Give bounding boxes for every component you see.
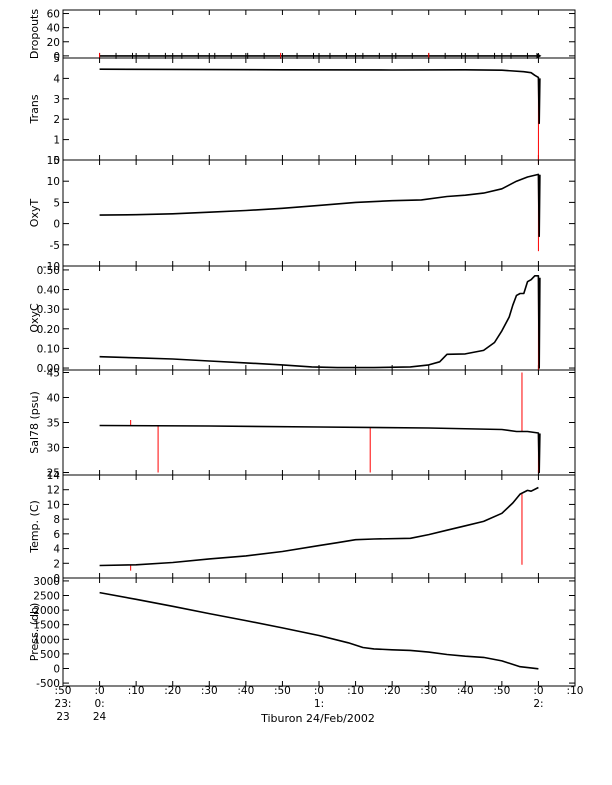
y-tick-label: 30 <box>47 443 60 455</box>
y-tick-label: 4 <box>53 544 60 556</box>
y-tick-label: 25 <box>47 468 60 480</box>
series-line <box>99 274 541 369</box>
y-tick-label: 10 <box>47 499 60 511</box>
y-tick-label: 0 <box>53 155 60 167</box>
x-tick-label-minute: :50 <box>274 685 291 697</box>
y-tick-label: 1000 <box>33 634 60 646</box>
x-tick-label-minute: :10 <box>567 685 584 697</box>
y-axis-label: Sal78 (psu) <box>28 391 41 454</box>
y-axis-label: Trans <box>28 94 41 124</box>
y-axis-label: Temp. (C) <box>28 500 41 554</box>
x-tick-label-hour: 23: <box>55 698 72 710</box>
y-tick-label: 0 <box>53 51 60 63</box>
y-axis-label: OxyC <box>28 303 41 333</box>
y-tick-label: 35 <box>47 418 60 430</box>
y-axis-label: OxyT <box>28 199 41 228</box>
x-tick-label-minute: :0 <box>94 685 104 697</box>
y-tick-label: 0 <box>53 573 60 585</box>
y-tick-label: -10 <box>43 261 60 273</box>
y-tick-label: 0 <box>53 219 60 231</box>
y-tick-label: 0 <box>53 663 60 675</box>
y-tick-label: 6 <box>53 529 60 541</box>
x-tick-label-minute: :40 <box>457 685 474 697</box>
panel-press: -500 0 500 1000 1500 2000 2500 3000 Press. (db) <box>28 576 576 690</box>
panel-frame <box>62 159 576 267</box>
y-tick-label: 15 <box>47 155 60 167</box>
x-tick-label-day: 24 <box>93 711 107 723</box>
x-tick-label-hour: 1: <box>314 698 324 710</box>
series-line <box>99 486 539 567</box>
y-tick-label: 2000 <box>33 605 60 617</box>
chart-panels: 0204060Dropouts012345Trans-10-5051015Oxy… <box>28 9 576 690</box>
y-tick-label: 0.00 <box>37 363 60 375</box>
y-tick-label: 5 <box>53 197 60 209</box>
panel-frame <box>62 265 576 371</box>
x-tick-label-minute: :10 <box>347 685 364 697</box>
x-tick-label-minute: :10 <box>128 685 145 697</box>
series-line <box>99 173 541 238</box>
y-tick-label: 4 <box>53 73 60 85</box>
y-axis-label: Dropouts <box>28 9 41 59</box>
series-line <box>99 68 541 125</box>
y-tick-label: 3 <box>53 94 60 106</box>
chart-caption: Tiburon 24/Feb/2002 <box>260 712 375 725</box>
x-tick-label-minute: :20 <box>164 685 181 697</box>
y-tick-label: 60 <box>47 9 60 21</box>
y-tick-label: 10 <box>47 176 60 188</box>
y-tick-label: 8 <box>53 514 60 526</box>
panel-frame <box>62 577 576 687</box>
y-tick-label: 20 <box>47 37 60 49</box>
panel-frame <box>62 369 576 476</box>
y-tick-label: 0.30 <box>37 304 60 316</box>
panel-frame <box>62 474 576 579</box>
x-tick-label-minute: :30 <box>420 685 437 697</box>
y-tick-label: 1500 <box>33 620 60 632</box>
panel-frame <box>62 9 576 59</box>
x-tick-label-hour: 0: <box>94 698 104 710</box>
y-tick-label: 40 <box>47 23 60 35</box>
y-tick-label: 0.50 <box>37 265 60 277</box>
y-tick-label: 2 <box>53 558 60 570</box>
x-tick-label-minute: :40 <box>237 685 254 697</box>
y-tick-label: 0.10 <box>37 343 60 355</box>
series-line <box>99 591 539 670</box>
y-tick-label: 40 <box>47 393 60 405</box>
y-axis-label: Press. (db) <box>28 603 41 662</box>
x-tick-label-hour: 2: <box>533 698 543 710</box>
y-tick-label: 0.20 <box>37 324 60 336</box>
panel-dropouts: 0 20 40 60 Dropouts <box>28 9 576 63</box>
y-tick-label: 45 <box>47 368 60 380</box>
x-tick-label-minute: :0 <box>314 685 324 697</box>
series-line <box>99 424 541 474</box>
panel-frame <box>62 57 576 161</box>
y-tick-label: -500 <box>36 678 60 690</box>
x-tick-label-minute: :30 <box>201 685 218 697</box>
panel-oxyc: 0.00 0.10 0.20 0.30 0.40 0.50 OxyC <box>28 265 576 375</box>
x-tick-label-day: 23 <box>56 711 69 723</box>
dropout-end-marker <box>536 52 542 59</box>
y-tick-label: -5 <box>50 240 60 252</box>
panel-temp: 0 2 4 6 8 10 12 14 Temp. (C) <box>28 470 576 585</box>
time-axis: :5023:23:00:24:10:20:30:40:50:01::10:20:… <box>55 685 584 723</box>
x-tick-label-minute: :20 <box>384 685 401 697</box>
y-tick-label: 500 <box>40 649 60 661</box>
y-tick-label: 0.40 <box>37 285 60 297</box>
y-tick-label: 12 <box>47 485 60 497</box>
y-tick-label: 2500 <box>33 591 60 603</box>
panel-trans: 0 1 2 3 4 5 Trans <box>28 53 576 167</box>
x-tick-label-minute: :50 <box>493 685 510 697</box>
y-tick-label: 5 <box>53 53 60 65</box>
panel-oxyt: -10 -5 0 5 10 15 OxyT <box>28 155 576 273</box>
y-tick-label: 14 <box>47 470 61 482</box>
panel-sal78: 25 30 35 40 45 Sal78 (psu) <box>28 368 576 480</box>
x-tick-label-minute: :50 <box>55 685 72 697</box>
y-tick-label: 1 <box>53 135 60 147</box>
y-tick-label: 2 <box>53 114 60 126</box>
y-tick-label: 3000 <box>33 576 60 588</box>
x-tick-label-minute: :0 <box>533 685 543 697</box>
